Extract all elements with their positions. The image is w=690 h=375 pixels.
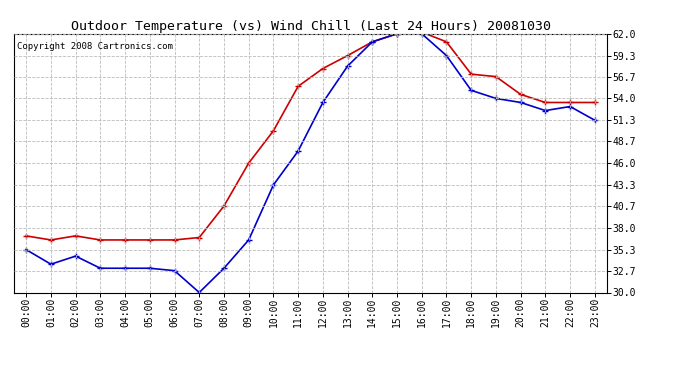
Title: Outdoor Temperature (vs) Wind Chill (Last 24 Hours) 20081030: Outdoor Temperature (vs) Wind Chill (Las… [70,20,551,33]
Text: Copyright 2008 Cartronics.com: Copyright 2008 Cartronics.com [17,42,172,51]
